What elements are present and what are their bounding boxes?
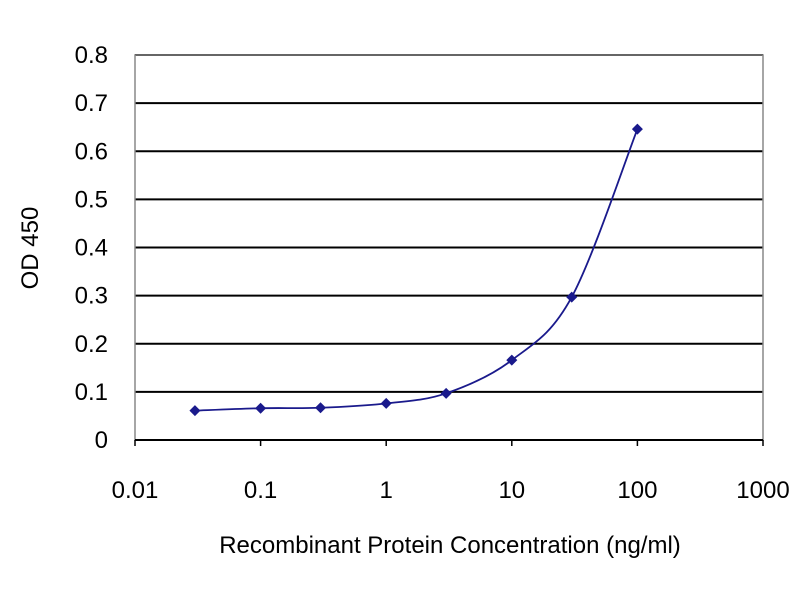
x-tick-label: 0.01 [112,477,159,504]
data-point [380,397,392,409]
gridlines [135,54,763,393]
data-point [440,387,452,399]
y-tick-label: 0 [95,427,108,454]
y-axis-ticks: 0 0.1 0.2 0.3 0.4 0.5 0.6 0.7 0.8 [75,42,108,454]
x-tick-label: 1 [380,477,393,504]
data-point [631,123,643,135]
y-tick-label: 0.2 [75,331,108,358]
y-tick-label: 0.6 [75,138,108,165]
y-tick-label: 0.8 [75,42,108,69]
data-point [315,402,327,414]
x-axis-ticks: 0.01 0.1 1 10 100 1000 [112,439,790,504]
x-axis-title: Recombinant Protein Concentration (ng/ml… [219,532,681,559]
series-points [189,123,643,417]
data-point [566,291,578,303]
data-point [255,402,267,414]
x-tick-label: 0.1 [244,477,277,504]
series-line [194,128,639,412]
data-point [506,354,518,366]
y-tick-label: 0.3 [75,283,108,310]
y-axis-title: OD 450 [17,207,44,290]
y-tick-label: 0.4 [75,235,108,262]
x-tick-label: 10 [498,477,525,504]
y-tick-label: 0.7 [75,90,108,117]
y-tick-label: 0.5 [75,186,108,213]
y-tick-label: 0.1 [75,379,108,406]
x-tick-label: 1000 [736,477,789,504]
x-tick-label: 100 [617,477,657,504]
data-point [189,405,201,417]
